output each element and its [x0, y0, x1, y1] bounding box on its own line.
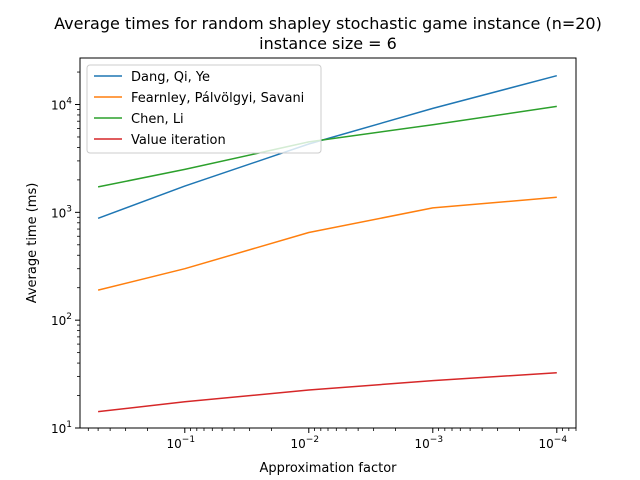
y-tick-exponent: 3: [66, 204, 72, 214]
y-tick-base: 10: [51, 206, 66, 220]
x-tick-label: 10−3: [415, 435, 444, 451]
x-tick-base: 10: [167, 437, 182, 451]
y-tick-exponent: 4: [66, 97, 72, 107]
y-axis-label: Average time (ms): [25, 183, 40, 304]
chart-subtitle: instance size = 6: [259, 34, 397, 53]
y-tick-base: 10: [51, 422, 66, 436]
x-tick-exponent: −2: [306, 435, 319, 445]
x-tick-base: 10: [415, 437, 430, 451]
x-tick-exponent: −1: [182, 435, 195, 445]
x-tick-base: 10: [291, 437, 306, 451]
y-tick-base: 10: [51, 314, 66, 328]
x-tick-base: 10: [539, 437, 554, 451]
x-axis-label: Approximation factor: [259, 461, 397, 476]
y-tick-label: 102: [51, 312, 72, 328]
y-tick-exponent: 1: [66, 420, 72, 430]
legend-label: Chen, Li: [131, 112, 184, 127]
legend: Dang, Qi, Ye Fearnley, Pálvölgyi, Savani C…: [86, 64, 322, 154]
x-tick-label: 10−4: [539, 435, 568, 451]
series-line-fearnley-palvolgyi-savani: [97, 196, 557, 291]
y-tick-label: 103: [51, 204, 72, 220]
legend-label: Value iteration: [131, 133, 226, 148]
x-tick-exponent: −3: [430, 435, 443, 445]
x-tick-label: 10−2: [291, 435, 320, 451]
legend-box: [86, 64, 322, 154]
chart-title: Average times for random shapley stochas…: [54, 14, 602, 33]
y-tick-base: 10: [51, 99, 66, 113]
legend-label: Dang, Qi, Ye: [131, 70, 210, 85]
y-tick-exponent: 2: [66, 312, 72, 322]
x-tick-exponent: −4: [554, 435, 568, 445]
legend-label: Fearnley, Pálvölgyi, Savani: [131, 91, 304, 106]
y-tick-label: 101: [51, 420, 72, 436]
y-tick-label: 104: [51, 97, 72, 113]
series-line-value-iteration: [98, 372, 557, 413]
x-axis: 10−1 10−2 10−3 10−4: [87, 428, 577, 451]
x-tick-label: 10−1: [167, 435, 196, 451]
